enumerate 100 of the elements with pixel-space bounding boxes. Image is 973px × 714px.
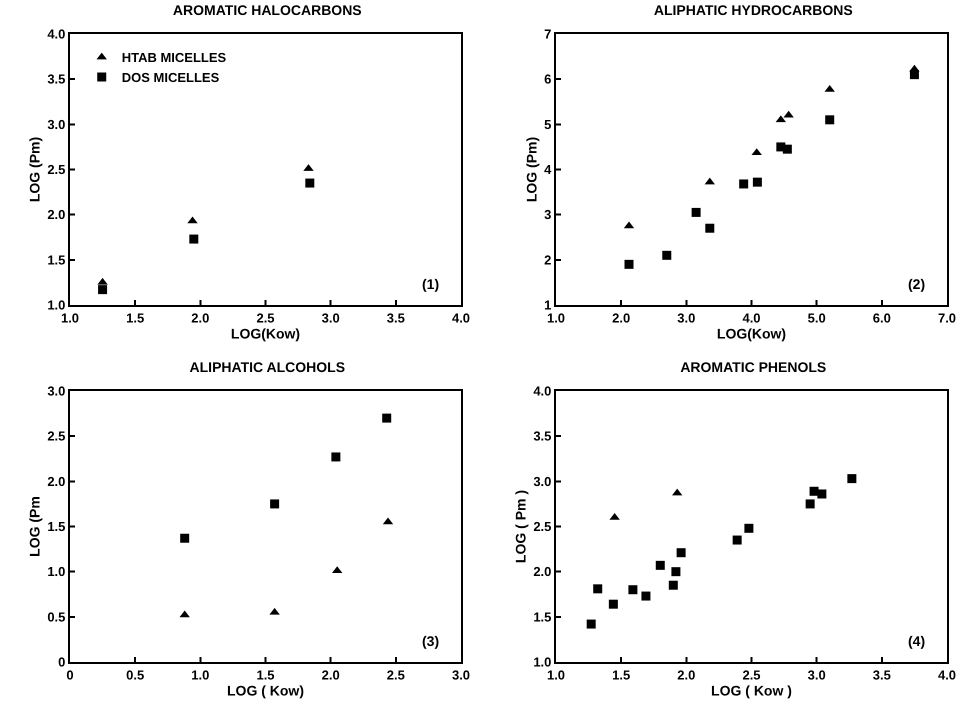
point <box>847 474 856 484</box>
point <box>662 250 672 260</box>
point <box>628 585 638 594</box>
x-tick-label: 5.0 <box>808 310 826 326</box>
x-tick-label: 4.0 <box>452 310 470 326</box>
x-tick-label: 2.0 <box>612 310 630 326</box>
annotation: (3) <box>422 633 440 649</box>
chart-title: AROMATIC PHENOLS <box>680 359 826 376</box>
point <box>331 452 340 462</box>
point <box>656 560 665 570</box>
y-tick-label: 4.0 <box>47 26 66 42</box>
x-axis-title: LOG(Kow) <box>230 326 300 342</box>
point <box>692 208 701 217</box>
y-tick-label: 3.5 <box>47 72 66 87</box>
point <box>586 620 596 629</box>
x-tick-label: 2.5 <box>256 310 275 326</box>
point <box>744 524 754 533</box>
point <box>782 144 792 154</box>
y-tick-label: 2.0 <box>533 564 552 580</box>
x-axis-title: LOG ( Kow ) <box>711 682 792 699</box>
chart-title: ALIPHATIC HYDROCARBONS <box>654 2 853 18</box>
y-tick-label: 7 <box>544 26 552 42</box>
y-axis-title: LOG (Pm <box>26 496 42 557</box>
x-tick-label: 3.5 <box>872 668 891 683</box>
point <box>305 178 314 188</box>
y-tick-label: 3.0 <box>47 384 66 399</box>
y-tick-label: 0.5 <box>47 609 66 624</box>
x-axis-title: LOG(Kow) <box>716 326 786 342</box>
y-axis-title: LOG (Pm) <box>26 136 42 202</box>
y-tick-label: 1.5 <box>47 519 66 534</box>
legend-label: DOS MICELLES <box>122 70 220 86</box>
point <box>382 414 392 423</box>
point <box>98 285 108 294</box>
point <box>608 600 618 609</box>
point <box>668 580 678 590</box>
point <box>593 584 602 594</box>
y-tick-label: 1.0 <box>47 298 66 313</box>
y-tick-label: 4 <box>544 162 552 178</box>
x-tick-label: 1.5 <box>612 668 630 683</box>
y-tick-label: 2.0 <box>47 207 66 222</box>
annotation: (1) <box>422 276 440 292</box>
point <box>705 224 714 233</box>
x-tick-label: 2.0 <box>191 310 210 326</box>
y-tick-label: 5 <box>544 116 552 132</box>
y-axis-title: LOG ( Pm ) <box>512 490 528 564</box>
y-tick-label: 2 <box>544 252 552 268</box>
x-tick-label: 7.0 <box>938 310 956 326</box>
y-tick-label: 1.5 <box>47 252 66 268</box>
y-tick-label: 1 <box>544 298 552 313</box>
x-tick-label: 2.0 <box>322 668 340 683</box>
point <box>624 260 634 269</box>
point <box>732 536 742 545</box>
point <box>671 567 680 576</box>
point <box>825 115 834 124</box>
x-tick-label: 4.0 <box>742 310 761 326</box>
annotation: (4) <box>908 633 926 649</box>
point <box>817 489 826 498</box>
y-tick-label: 2.5 <box>47 162 66 178</box>
x-tick-label: 3.0 <box>677 310 696 326</box>
x-tick-label: 1.5 <box>126 310 144 326</box>
y-tick-label: 2.5 <box>533 519 552 534</box>
point <box>910 70 919 80</box>
x-tick-label: 3.0 <box>322 310 340 326</box>
y-tick-label: 1.0 <box>47 564 66 580</box>
y-tick-label: 1.0 <box>533 654 552 670</box>
x-tick-label: 3.0 <box>452 668 470 683</box>
y-axis-title: LOG (Pm) <box>523 136 540 202</box>
annotation: (2) <box>908 276 926 292</box>
x-tick-label: 0.5 <box>126 668 144 683</box>
x-axis-title: LOG ( Kow) <box>227 682 304 699</box>
y-tick-label: 6 <box>544 72 552 87</box>
y-tick-label: 4.0 <box>533 384 552 399</box>
chart-title: AROMATIC HALOCARBONS <box>172 2 362 18</box>
chart-title: ALIPHATIC ALCOHOLS <box>190 359 346 376</box>
y-tick-label: 2.5 <box>47 428 66 444</box>
y-tick-label: 3 <box>544 207 552 222</box>
y-tick-label: 0 <box>58 654 66 670</box>
point <box>752 148 762 156</box>
y-tick-label: 3.0 <box>47 116 66 132</box>
x-tick-label: 1.0 <box>191 668 210 683</box>
point <box>676 548 686 558</box>
x-tick-label: 2.0 <box>677 668 696 683</box>
point <box>189 234 198 244</box>
x-tick-label: 2.5 <box>386 668 405 683</box>
x-tick-label: 1.5 <box>256 668 275 683</box>
point <box>270 499 280 508</box>
x-tick-label: 3.0 <box>808 668 826 683</box>
point <box>180 534 190 543</box>
point <box>641 592 650 601</box>
y-tick-label: 2.0 <box>47 474 66 489</box>
point <box>806 499 815 508</box>
y-tick-label: 3.0 <box>533 474 552 489</box>
point <box>739 179 748 188</box>
x-tick-label: 6.0 <box>872 310 891 326</box>
y-tick-label: 3.5 <box>533 428 552 444</box>
point <box>752 178 762 187</box>
x-tick-label: 1.0 <box>60 310 80 326</box>
legend-label: HTAB MICELLES <box>122 50 227 66</box>
y-tick-label: 1.5 <box>533 609 552 624</box>
x-tick-label: 4.0 <box>938 668 956 683</box>
